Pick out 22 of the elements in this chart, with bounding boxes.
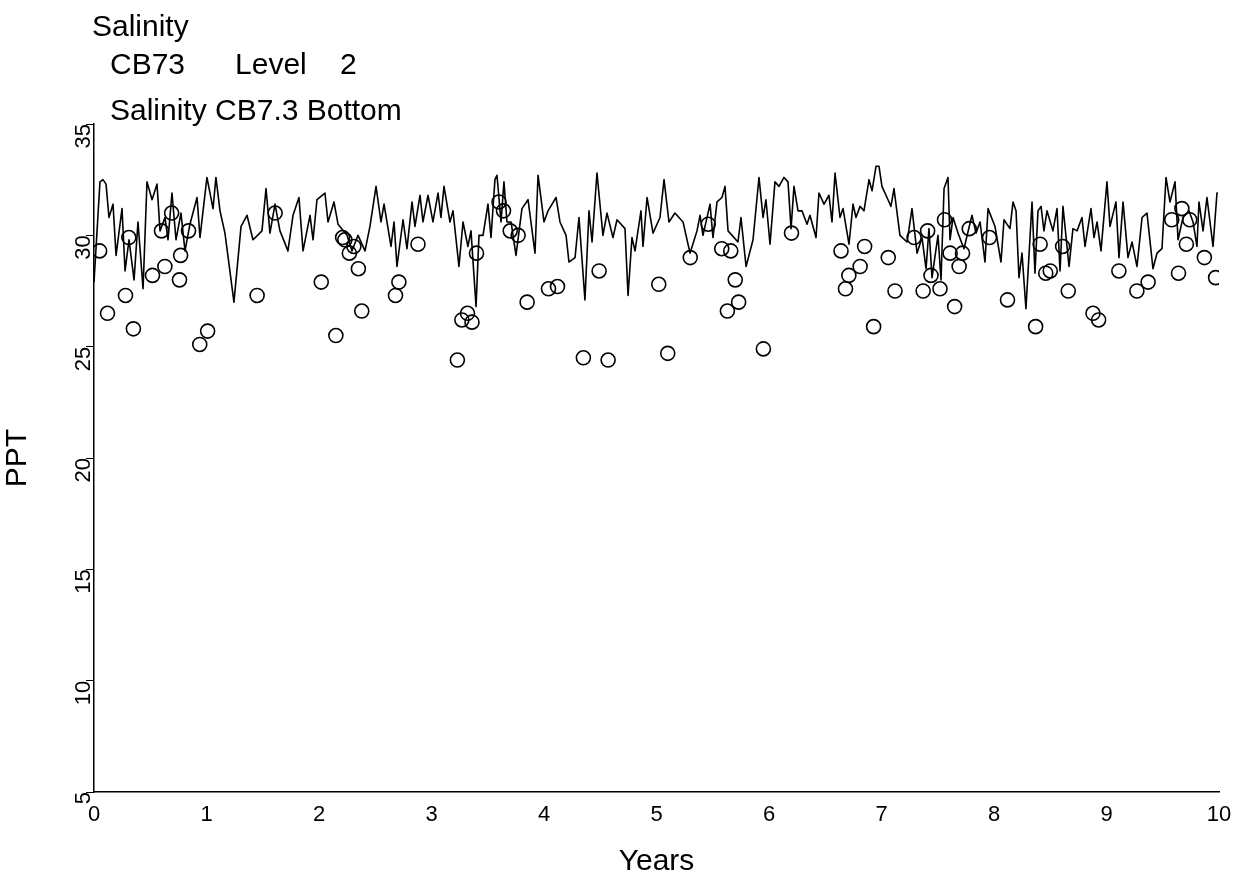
chart-title: Salinity <box>92 8 189 44</box>
x-axis-title: Years <box>618 843 695 877</box>
y-tick-label: 30 <box>70 235 96 260</box>
y-tick-label: 25 <box>70 346 96 372</box>
x-tick-label: 9 <box>1100 801 1113 827</box>
annotation: Salinity CB7.3 Bottom <box>110 92 402 128</box>
x-tick-label: 10 <box>1206 801 1232 827</box>
chart-subtitle: CB73 Level 2 <box>110 46 357 82</box>
y-tick-label: 20 <box>70 458 96 483</box>
y-tick-label: 5 <box>70 792 96 805</box>
x-tick-label: 1 <box>200 801 213 827</box>
y-tick-label: 35 <box>70 124 96 149</box>
x-tick-label: 2 <box>312 801 326 827</box>
x-tick-label: 5 <box>650 801 663 827</box>
y-tick-label: 10 <box>70 680 96 706</box>
x-tick-label: 7 <box>875 801 888 827</box>
x-tick-label: 6 <box>762 801 776 827</box>
x-tick-label: 4 <box>537 801 551 827</box>
x-tick-label: 3 <box>425 801 438 827</box>
y-axis-title: PPT <box>0 428 33 488</box>
y-tick-label: 15 <box>70 569 96 594</box>
x-tick-label: 8 <box>987 801 1001 827</box>
